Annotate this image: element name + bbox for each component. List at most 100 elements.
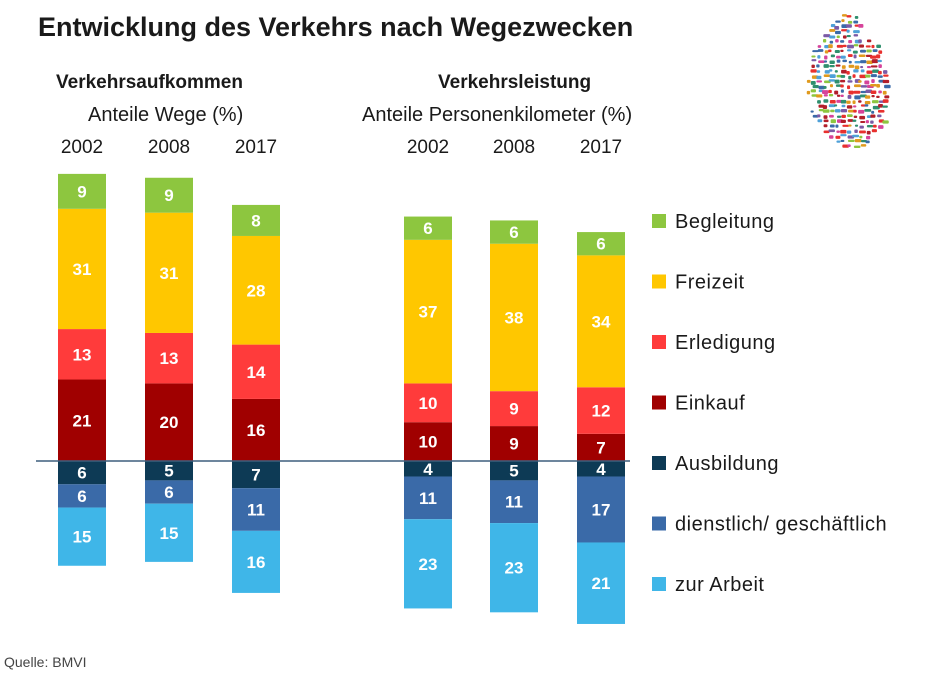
logo-vehicle-glyph [882, 105, 888, 108]
logo-vehicle-glyph [858, 80, 862, 83]
data-label: 16 [247, 553, 266, 572]
logo-vehicle-glyph [853, 145, 861, 148]
logo-vehicle-glyph [842, 35, 847, 39]
logo-vehicle-glyph [835, 39, 839, 43]
logo-vehicle-glyph [852, 74, 856, 78]
logo-vehicle-glyph [866, 60, 873, 64]
logo-vehicle-glyph [864, 80, 870, 85]
logo-vehicle-glyph [830, 119, 836, 124]
bar-segment-erledigung [58, 329, 106, 380]
logo-vehicle-glyph [871, 100, 879, 104]
logo-vehicle-glyph [822, 90, 829, 94]
logo-vehicle-glyph [806, 90, 811, 95]
logo-vehicle-glyph [836, 55, 841, 59]
data-label: 9 [509, 435, 518, 454]
logo-vehicle-glyph [866, 65, 871, 69]
logo-vehicle-glyph [840, 99, 847, 104]
panel-title-verkehrsleistung: Verkehrsleistung [438, 72, 592, 93]
legend-swatch-erledigung [652, 335, 666, 349]
logo-vehicle-glyph [834, 25, 840, 30]
logo-vehicle-glyph [871, 129, 877, 133]
logo-vehicle-glyph [823, 119, 829, 123]
logo-vehicle-glyph [870, 65, 878, 68]
logo-vehicle-glyph [847, 20, 853, 24]
logo-vehicle-glyph [852, 100, 856, 105]
logo-vehicle-glyph [847, 114, 853, 118]
logo-vehicle-glyph [872, 124, 877, 128]
logo-vehicle-glyph [811, 59, 817, 62]
bar-segment-freizeit [577, 255, 625, 388]
data-label: 31 [160, 264, 179, 283]
logo-vehicle-glyph [860, 120, 866, 124]
logo-vehicle-glyph [871, 79, 875, 83]
logo-vehicle-glyph [836, 130, 840, 133]
logo-vehicle-glyph [860, 49, 866, 53]
logo-vehicle-glyph [810, 69, 817, 73]
page-title: Entwicklung des Verkehrs nach Wegezwecke… [38, 12, 634, 42]
logo-vehicle-glyph [818, 89, 824, 93]
logo-vehicle-glyph [854, 139, 862, 143]
logo-vehicle-glyph [854, 84, 861, 88]
logo-vehicle-glyph [876, 54, 881, 59]
data-label: 34 [592, 312, 611, 331]
logo-vehicle-glyph [816, 94, 823, 98]
logo-vehicle-glyph [872, 49, 878, 53]
logo-vehicle-glyph [817, 45, 822, 48]
data-label: 9 [509, 400, 518, 419]
bar-segment-einkauf [577, 433, 625, 461]
data-label: 38 [505, 308, 524, 327]
data-label: 6 [77, 464, 86, 483]
bar-segment-begleitung [404, 216, 452, 240]
logo-vehicle-glyph [816, 80, 823, 83]
logo-vehicle-glyph [847, 95, 852, 99]
bar-segment-ausbildung [577, 461, 625, 477]
logo-vehicle-glyph [864, 74, 871, 78]
logo-vehicle-glyph [835, 64, 841, 67]
logo-vehicle-glyph [870, 120, 874, 124]
logo-vehicle-glyph [864, 109, 872, 112]
bar-segment-einkauf [58, 379, 106, 461]
logo-vehicle-glyph [840, 129, 847, 134]
data-label: 6 [77, 487, 86, 506]
legend-swatch-freizeit [652, 274, 666, 289]
logo-vehicle-glyph [884, 95, 890, 99]
logo-vehicle-glyph [866, 49, 872, 53]
data-label: 23 [505, 559, 524, 578]
legend-label: Freizeit [675, 272, 745, 294]
logo-vehicle-glyph [877, 110, 885, 113]
data-label: 11 [247, 501, 265, 520]
data-label: 14 [247, 363, 266, 382]
data-label: 11 [505, 493, 523, 512]
logo-vehicle-glyph [823, 34, 831, 38]
logo-vehicle-glyph [818, 85, 825, 90]
logo-vehicle-glyph [853, 54, 857, 59]
logo-vehicle-glyph [853, 90, 861, 94]
logo-vehicle-glyph [840, 109, 848, 113]
bar-segment-dienstlich-gesch-ftlich [404, 476, 452, 520]
logo-vehicle-glyph [829, 29, 836, 32]
logo-vehicle-glyph [853, 69, 859, 73]
logo-vehicle-glyph [847, 139, 855, 142]
logo-vehicle-glyph [828, 69, 833, 72]
logo-vehicle-glyph [883, 70, 888, 74]
data-label: 31 [73, 260, 92, 279]
logo-vehicle-glyph [871, 95, 875, 98]
logo-vehicle-glyph [823, 124, 828, 128]
bar-segment-dienstlich-gesch-ftlich [232, 488, 280, 531]
logo-vehicle-glyph [847, 54, 853, 57]
bar-segment-zur-arbeit [577, 542, 625, 624]
data-label: 8 [251, 211, 260, 230]
logo-vehicle-glyph [847, 85, 851, 90]
logo-vehicle-glyph [846, 29, 850, 33]
legend-swatch-dienstlich-gesch-ftlich [652, 516, 666, 531]
logo-vehicle-glyph [841, 14, 847, 17]
bar-segment-einkauf [232, 398, 280, 461]
logo-vehicle-glyph [884, 84, 891, 89]
logo-vehicle-glyph [811, 64, 815, 69]
logo-vehicle-glyph [859, 115, 866, 120]
bar-segment-einkauf [490, 426, 538, 461]
logo-vehicle-glyph [864, 104, 869, 107]
logo-vehicle-glyph [828, 94, 834, 97]
logo-vehicle-glyph [852, 134, 860, 138]
legend-swatch-begleitung [652, 214, 666, 228]
